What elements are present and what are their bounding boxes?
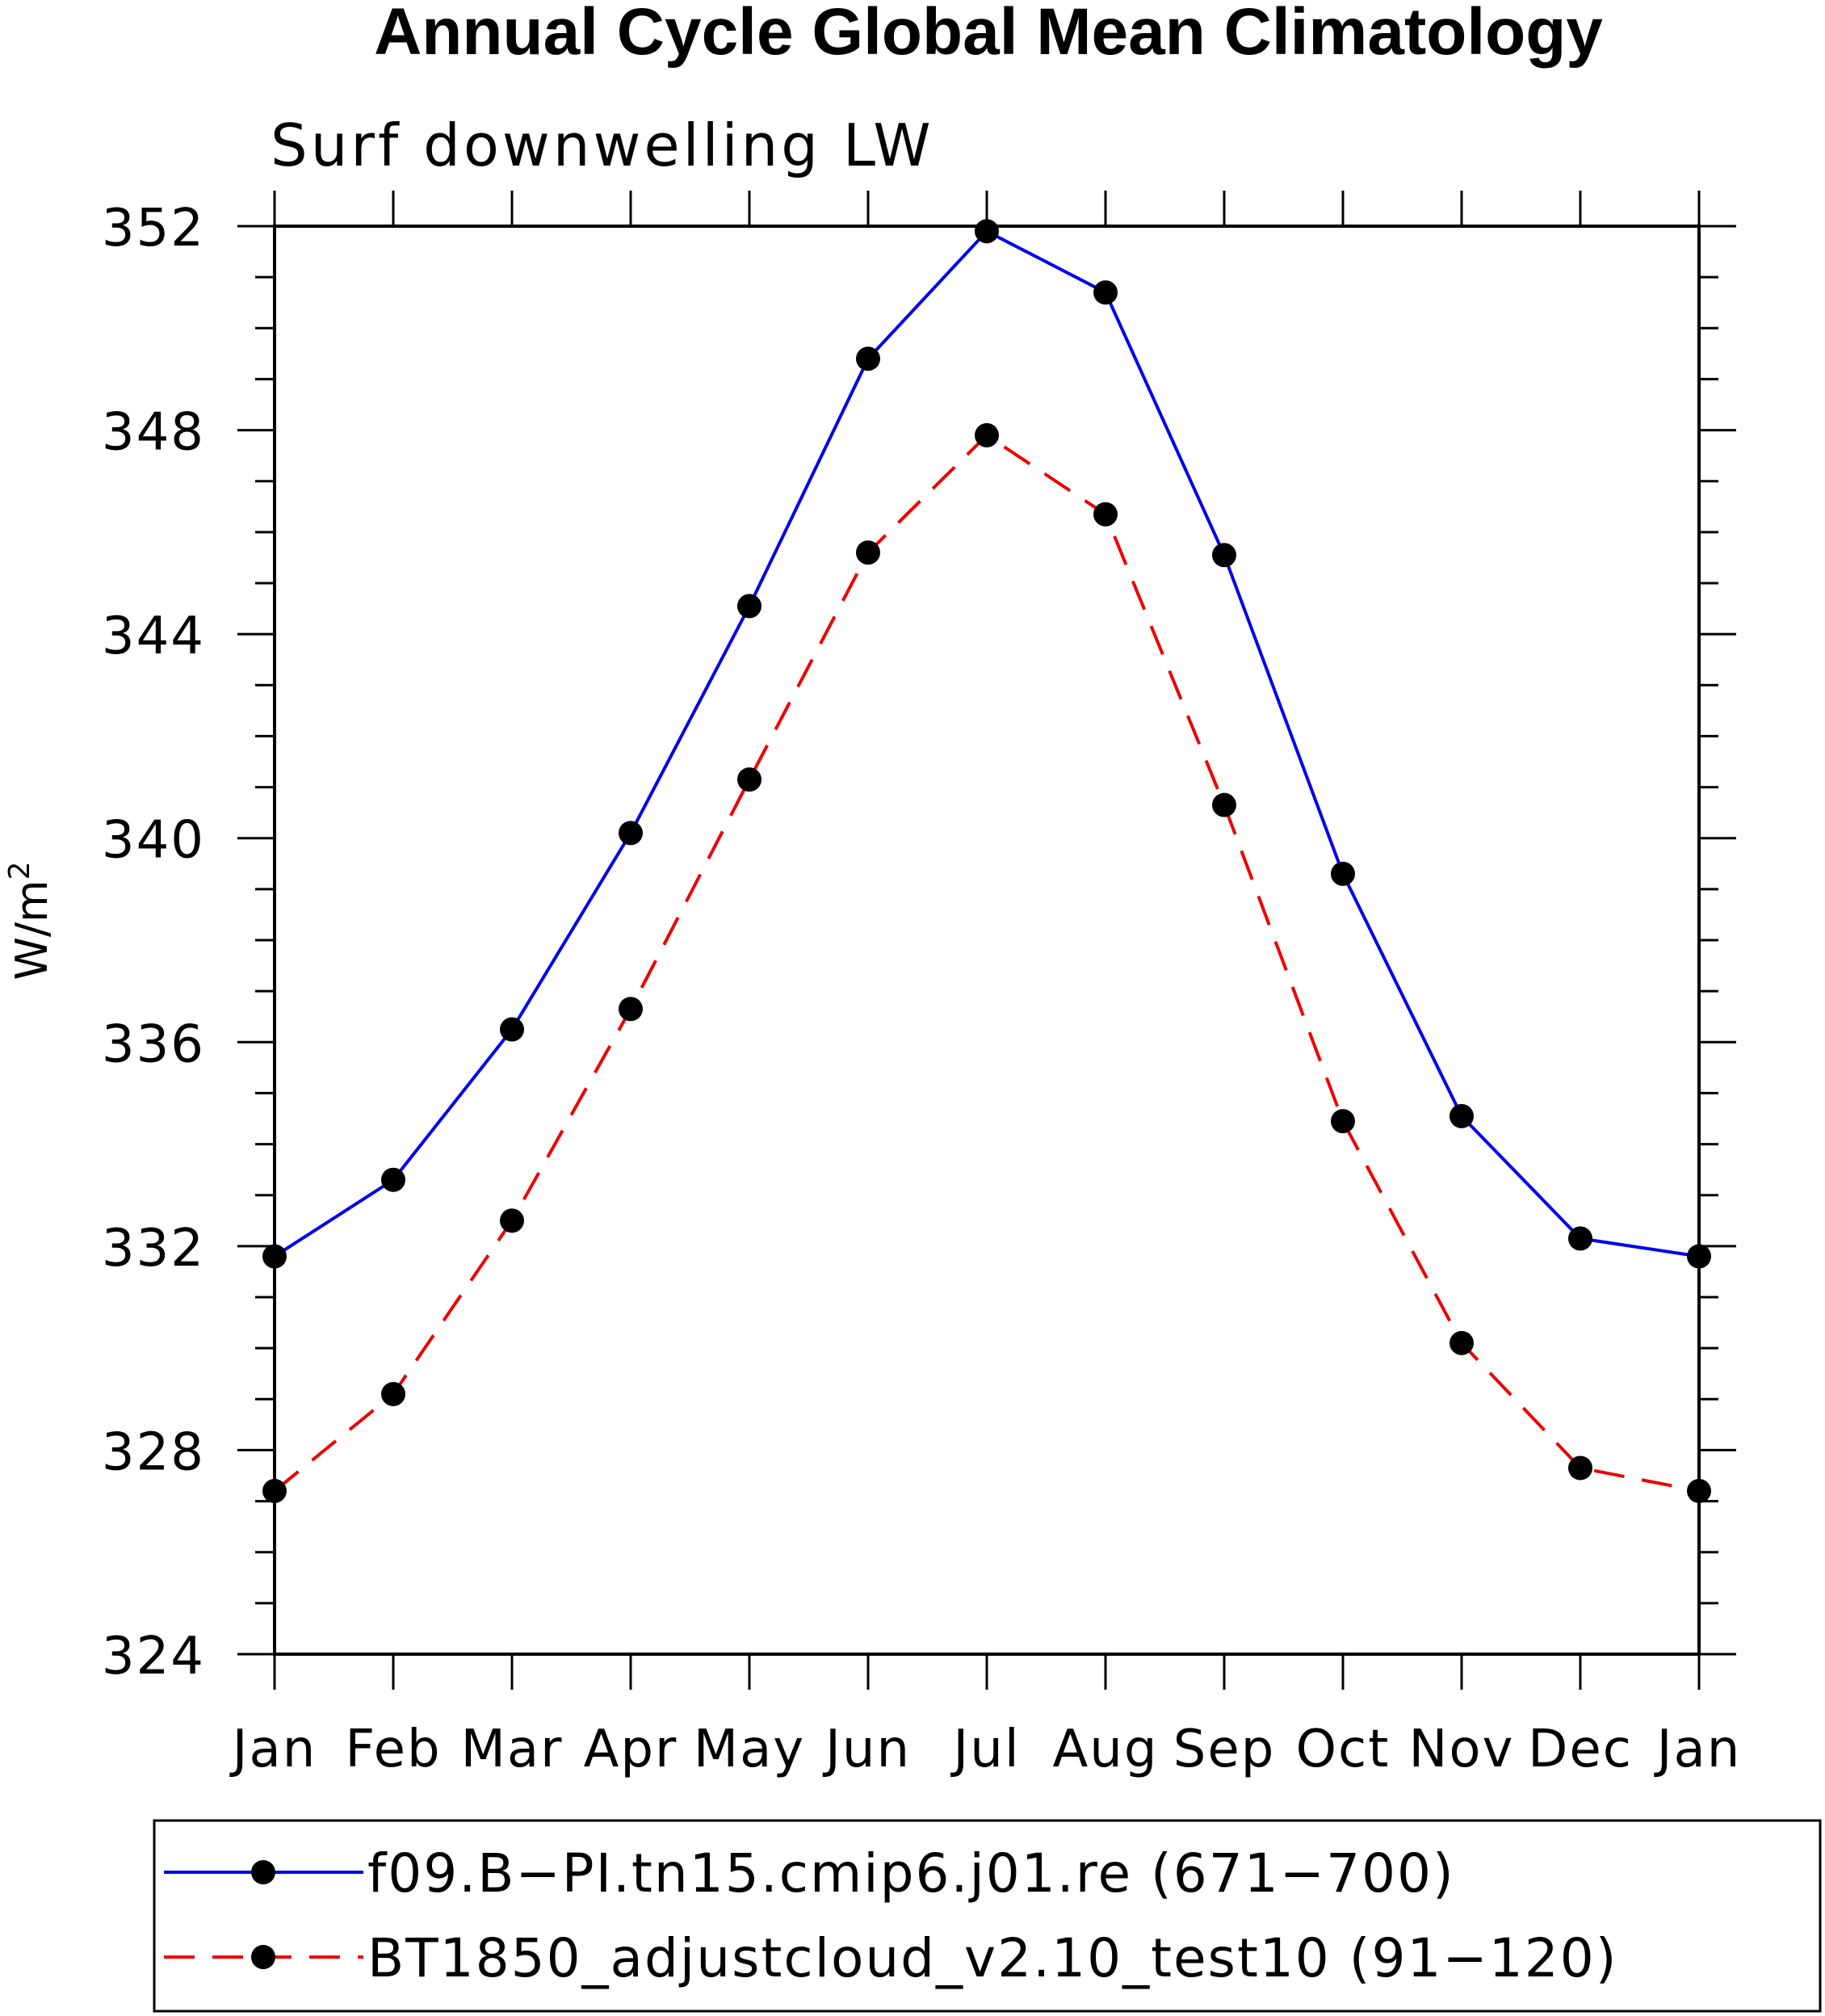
series-1-point	[975, 219, 999, 244]
legend-label-1: f09.B−PI.tn15.cmip6.j01.re (671−700)	[367, 1842, 1455, 1905]
y-tick-label: 328	[102, 1422, 205, 1482]
series-2-point	[1450, 1330, 1474, 1355]
x-tick-label: Jun	[822, 1720, 911, 1779]
series-2-point	[262, 1478, 287, 1503]
legend-box	[153, 1819, 1822, 2013]
series-line-2	[273, 433, 1700, 1493]
series-1-point	[737, 594, 761, 619]
series-1-point	[1212, 543, 1236, 568]
y-tick-label: 336	[102, 1014, 205, 1074]
x-tick-label: Sep	[1173, 1720, 1276, 1779]
x-tick-label: May	[694, 1720, 805, 1779]
legend-marker-2	[251, 1945, 275, 1969]
series-1-point	[1093, 280, 1118, 305]
series-2-point	[500, 1208, 524, 1233]
y-tick-label: 340	[102, 811, 205, 871]
series-1-point	[381, 1167, 405, 1192]
x-tick-label: Jan	[229, 1720, 317, 1779]
series-2-point	[381, 1381, 405, 1406]
series-1-point	[1450, 1103, 1474, 1128]
series-line-1	[273, 229, 1700, 1258]
series-layer	[262, 219, 1711, 1503]
x-tick-label: Jan	[1654, 1720, 1742, 1779]
x-tick-label: Apr	[584, 1720, 678, 1779]
x-tick-labels: Jan Feb Mar Apr May Jun Jul Aug Sep Oct Nov Dec Jan	[229, 1720, 1742, 1779]
x-tick-label: Aug	[1053, 1720, 1159, 1779]
series-2-point	[1093, 502, 1118, 527]
x-tick-label: Mar	[461, 1720, 564, 1779]
legend: f09.B−PI.tn15.cmip6.j01.re (671−700) BT18…	[153, 1819, 1822, 2013]
y-tick-label: 348	[102, 403, 205, 463]
legend-marker-1	[251, 1860, 275, 1884]
x-tick-label: Nov	[1409, 1720, 1515, 1779]
axes	[237, 191, 1736, 1690]
series-2-point	[975, 422, 999, 447]
series-1-point	[262, 1244, 287, 1269]
series-1-point	[1331, 861, 1355, 886]
series-1-point	[619, 821, 643, 846]
series-1-point	[856, 346, 880, 372]
y-axis-label-unit: W/m	[6, 880, 57, 980]
series-2-point	[1568, 1455, 1592, 1480]
y-axis-label-superscript: 2	[3, 861, 36, 880]
y-tick-label: 332	[102, 1219, 205, 1279]
x-tick-label: Jul	[950, 1720, 1020, 1779]
chart-subtitle: Surf downwelling LW	[271, 111, 934, 179]
y-tick-label: 352	[102, 199, 205, 258]
x-tick-label: Dec	[1528, 1720, 1633, 1779]
y-axis-label: W/m2	[3, 861, 57, 980]
y-tick-label: 324	[102, 1627, 205, 1686]
series-2-point	[619, 997, 643, 1022]
series-2-point	[1331, 1109, 1355, 1134]
series-1-point	[1568, 1226, 1592, 1251]
y-tick-labels: 324 328 332 336 340 344 348 352	[102, 199, 205, 1686]
x-tick-label: Oct	[1296, 1720, 1391, 1779]
series-2-point	[856, 540, 880, 565]
series-2-point	[1212, 792, 1236, 817]
series-1-point	[1687, 1244, 1711, 1269]
series-2-point	[737, 767, 761, 792]
series-2-point	[1687, 1478, 1711, 1503]
series-1-point	[500, 1017, 524, 1042]
y-tick-label: 344	[102, 607, 205, 666]
chart-title: Annual Cycle Global Mean Climatology	[374, 0, 1603, 69]
legend-label-2: BT1850_adjustcloud_v2.10_test10 (91−120)	[367, 1927, 1618, 1989]
x-tick-label: Feb	[345, 1720, 441, 1779]
